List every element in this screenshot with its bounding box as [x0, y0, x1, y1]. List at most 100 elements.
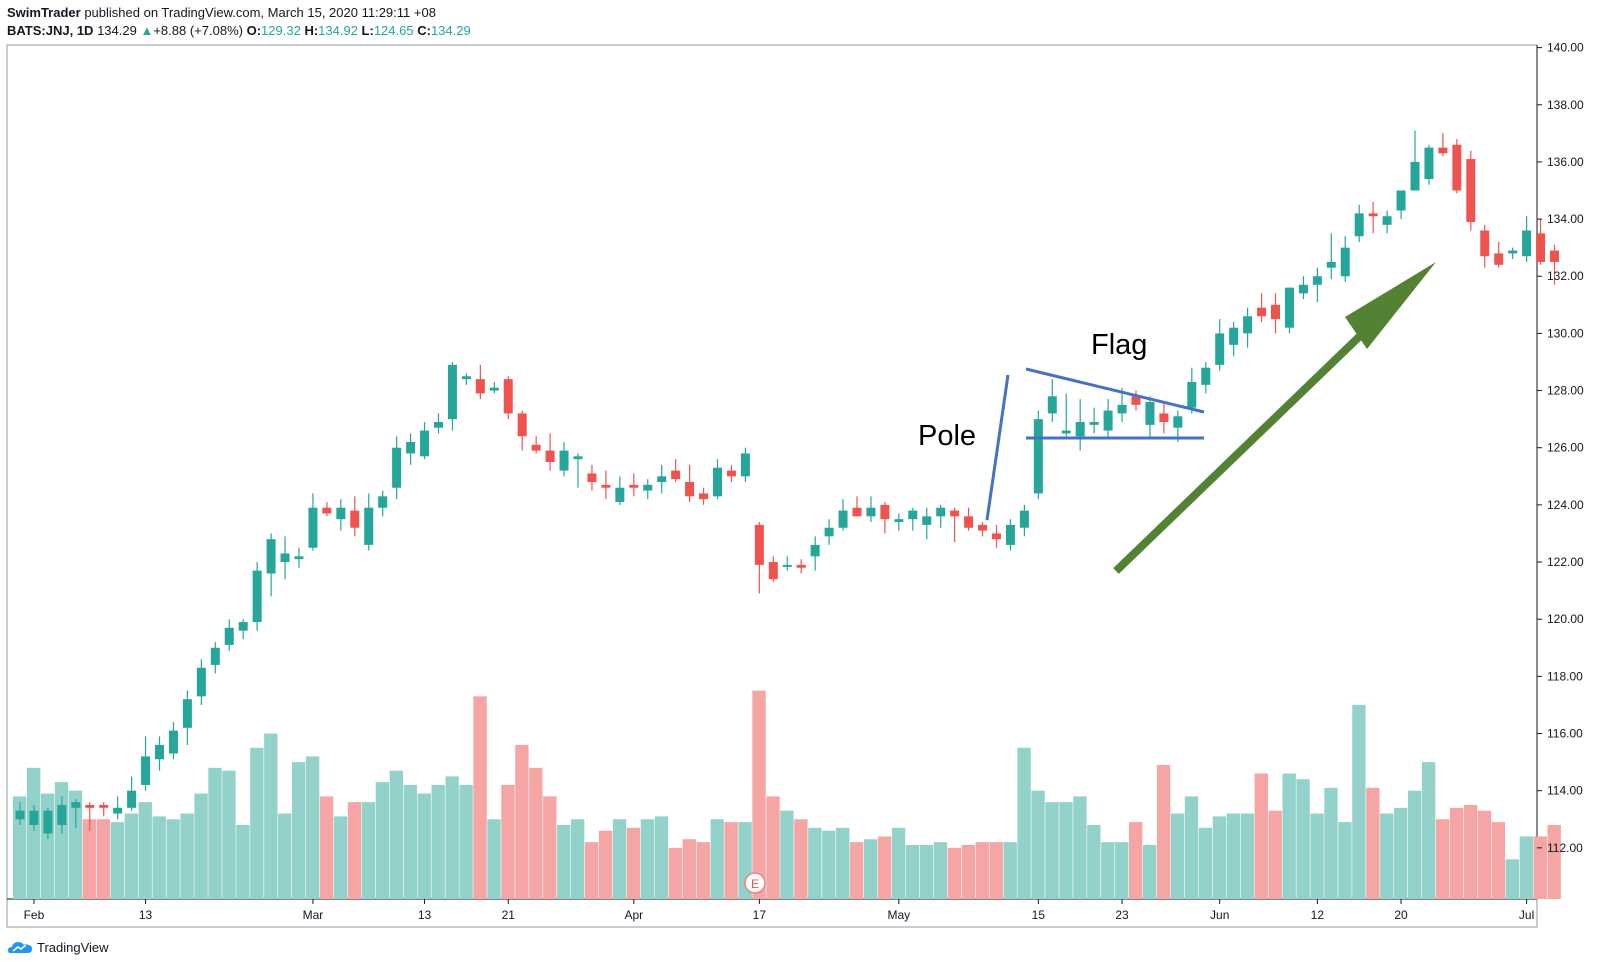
candle[interactable]	[1005, 519, 1015, 551]
candle[interactable]	[685, 464, 695, 503]
candle[interactable]	[922, 507, 932, 540]
candle[interactable]	[294, 547, 304, 568]
candle[interactable]	[1466, 150, 1476, 231]
candle[interactable]	[531, 436, 541, 454]
candle[interactable]	[1368, 201, 1378, 234]
candle[interactable]	[127, 776, 137, 811]
candle[interactable]	[210, 642, 220, 674]
candle[interactable]	[238, 619, 248, 640]
candle[interactable]	[224, 619, 234, 651]
candle[interactable]	[1340, 236, 1350, 282]
candle[interactable]	[992, 524, 1001, 548]
candle[interactable]	[1410, 130, 1420, 191]
candle[interactable]	[1536, 219, 1546, 265]
candle[interactable]	[364, 493, 374, 551]
candle[interactable]	[559, 442, 569, 477]
candle[interactable]	[1215, 319, 1225, 371]
candle[interactable]	[1061, 393, 1071, 437]
candle[interactable]	[699, 487, 709, 505]
candle[interactable]	[447, 361, 457, 431]
candle[interactable]	[266, 533, 276, 597]
candle[interactable]	[99, 802, 109, 817]
candle[interactable]	[629, 473, 639, 497]
candle[interactable]	[643, 479, 653, 500]
candle[interactable]	[1089, 407, 1099, 434]
candle[interactable]	[782, 556, 792, 571]
candle[interactable]	[1452, 139, 1462, 194]
candle[interactable]	[838, 499, 848, 531]
candle[interactable]	[1033, 410, 1043, 500]
candle[interactable]	[908, 507, 918, 531]
candle[interactable]	[1243, 307, 1253, 348]
candle[interactable]	[1047, 379, 1057, 422]
candle[interactable]	[936, 504, 946, 528]
candle[interactable]	[141, 736, 151, 791]
candle[interactable]	[726, 464, 736, 483]
earnings-marker-icon[interactable]	[744, 872, 766, 894]
candle[interactable]	[573, 453, 583, 488]
candle[interactable]	[1075, 399, 1085, 451]
footer-brand[interactable]: TradingView	[7, 939, 109, 955]
candle[interactable]	[754, 522, 764, 594]
candle[interactable]	[406, 433, 416, 465]
candle[interactable]	[880, 502, 890, 534]
candle[interactable]	[336, 499, 346, 531]
candle[interactable]	[1103, 399, 1113, 440]
candle[interactable]	[503, 376, 513, 420]
candle[interactable]	[615, 476, 625, 505]
candle[interactable]	[1271, 293, 1280, 334]
candle[interactable]	[1312, 267, 1322, 302]
candle[interactable]	[1145, 396, 1155, 440]
candle[interactable]	[252, 562, 262, 631]
candle[interactable]	[1550, 244, 1559, 285]
candle[interactable]	[57, 796, 67, 834]
candle[interactable]	[182, 690, 192, 745]
candle[interactable]	[1298, 276, 1308, 300]
candle[interactable]	[29, 804, 39, 831]
candle[interactable]	[1257, 293, 1267, 322]
candle[interactable]	[1438, 133, 1448, 157]
candle[interactable]	[196, 659, 206, 705]
candle[interactable]	[1187, 367, 1197, 414]
candle[interactable]	[1354, 204, 1364, 242]
candle[interactable]	[1284, 287, 1294, 334]
candle[interactable]	[71, 799, 81, 828]
candle[interactable]	[866, 496, 876, 523]
candle[interactable]	[308, 493, 318, 551]
candle[interactable]	[740, 447, 750, 483]
candle[interactable]	[85, 802, 95, 831]
candle[interactable]	[1396, 190, 1406, 220]
candle[interactable]	[434, 413, 443, 434]
candle[interactable]	[601, 470, 611, 500]
candle[interactable]	[978, 522, 988, 537]
candle[interactable]	[894, 513, 904, 531]
candle[interactable]	[964, 507, 974, 531]
candle[interactable]	[1159, 401, 1169, 434]
price-axis[interactable]: 112.00 114.00 116.00 118.00 120.00 122.00 124.…	[1537, 41, 1584, 855]
candle[interactable]	[1201, 361, 1211, 394]
candle[interactable]	[461, 373, 471, 385]
candle[interactable]	[113, 796, 123, 820]
candle[interactable]	[1382, 210, 1392, 234]
candle[interactable]	[852, 496, 862, 517]
candle[interactable]	[545, 433, 555, 471]
candle[interactable]	[489, 381, 499, 394]
candle[interactable]	[587, 464, 597, 491]
candle[interactable]	[280, 536, 290, 580]
candle[interactable]	[657, 464, 667, 494]
candle[interactable]	[378, 490, 388, 517]
candle[interactable]	[392, 436, 402, 500]
candle[interactable]	[168, 722, 178, 760]
candle[interactable]	[1522, 216, 1532, 262]
candle[interactable]	[1508, 247, 1518, 260]
candle[interactable]	[475, 364, 485, 400]
candle[interactable]	[420, 421, 430, 460]
candle[interactable]	[1019, 504, 1029, 537]
candle[interactable]	[322, 502, 332, 517]
time-axis[interactable]: Feb 13 Mar 13 21 Apr 17 May 15 23 Jun 12 20 Jul	[24, 899, 1535, 922]
candle[interactable]	[1480, 224, 1490, 268]
candle[interactable]	[15, 802, 25, 825]
candle[interactable]	[1424, 144, 1434, 185]
candle[interactable]	[1326, 233, 1336, 280]
